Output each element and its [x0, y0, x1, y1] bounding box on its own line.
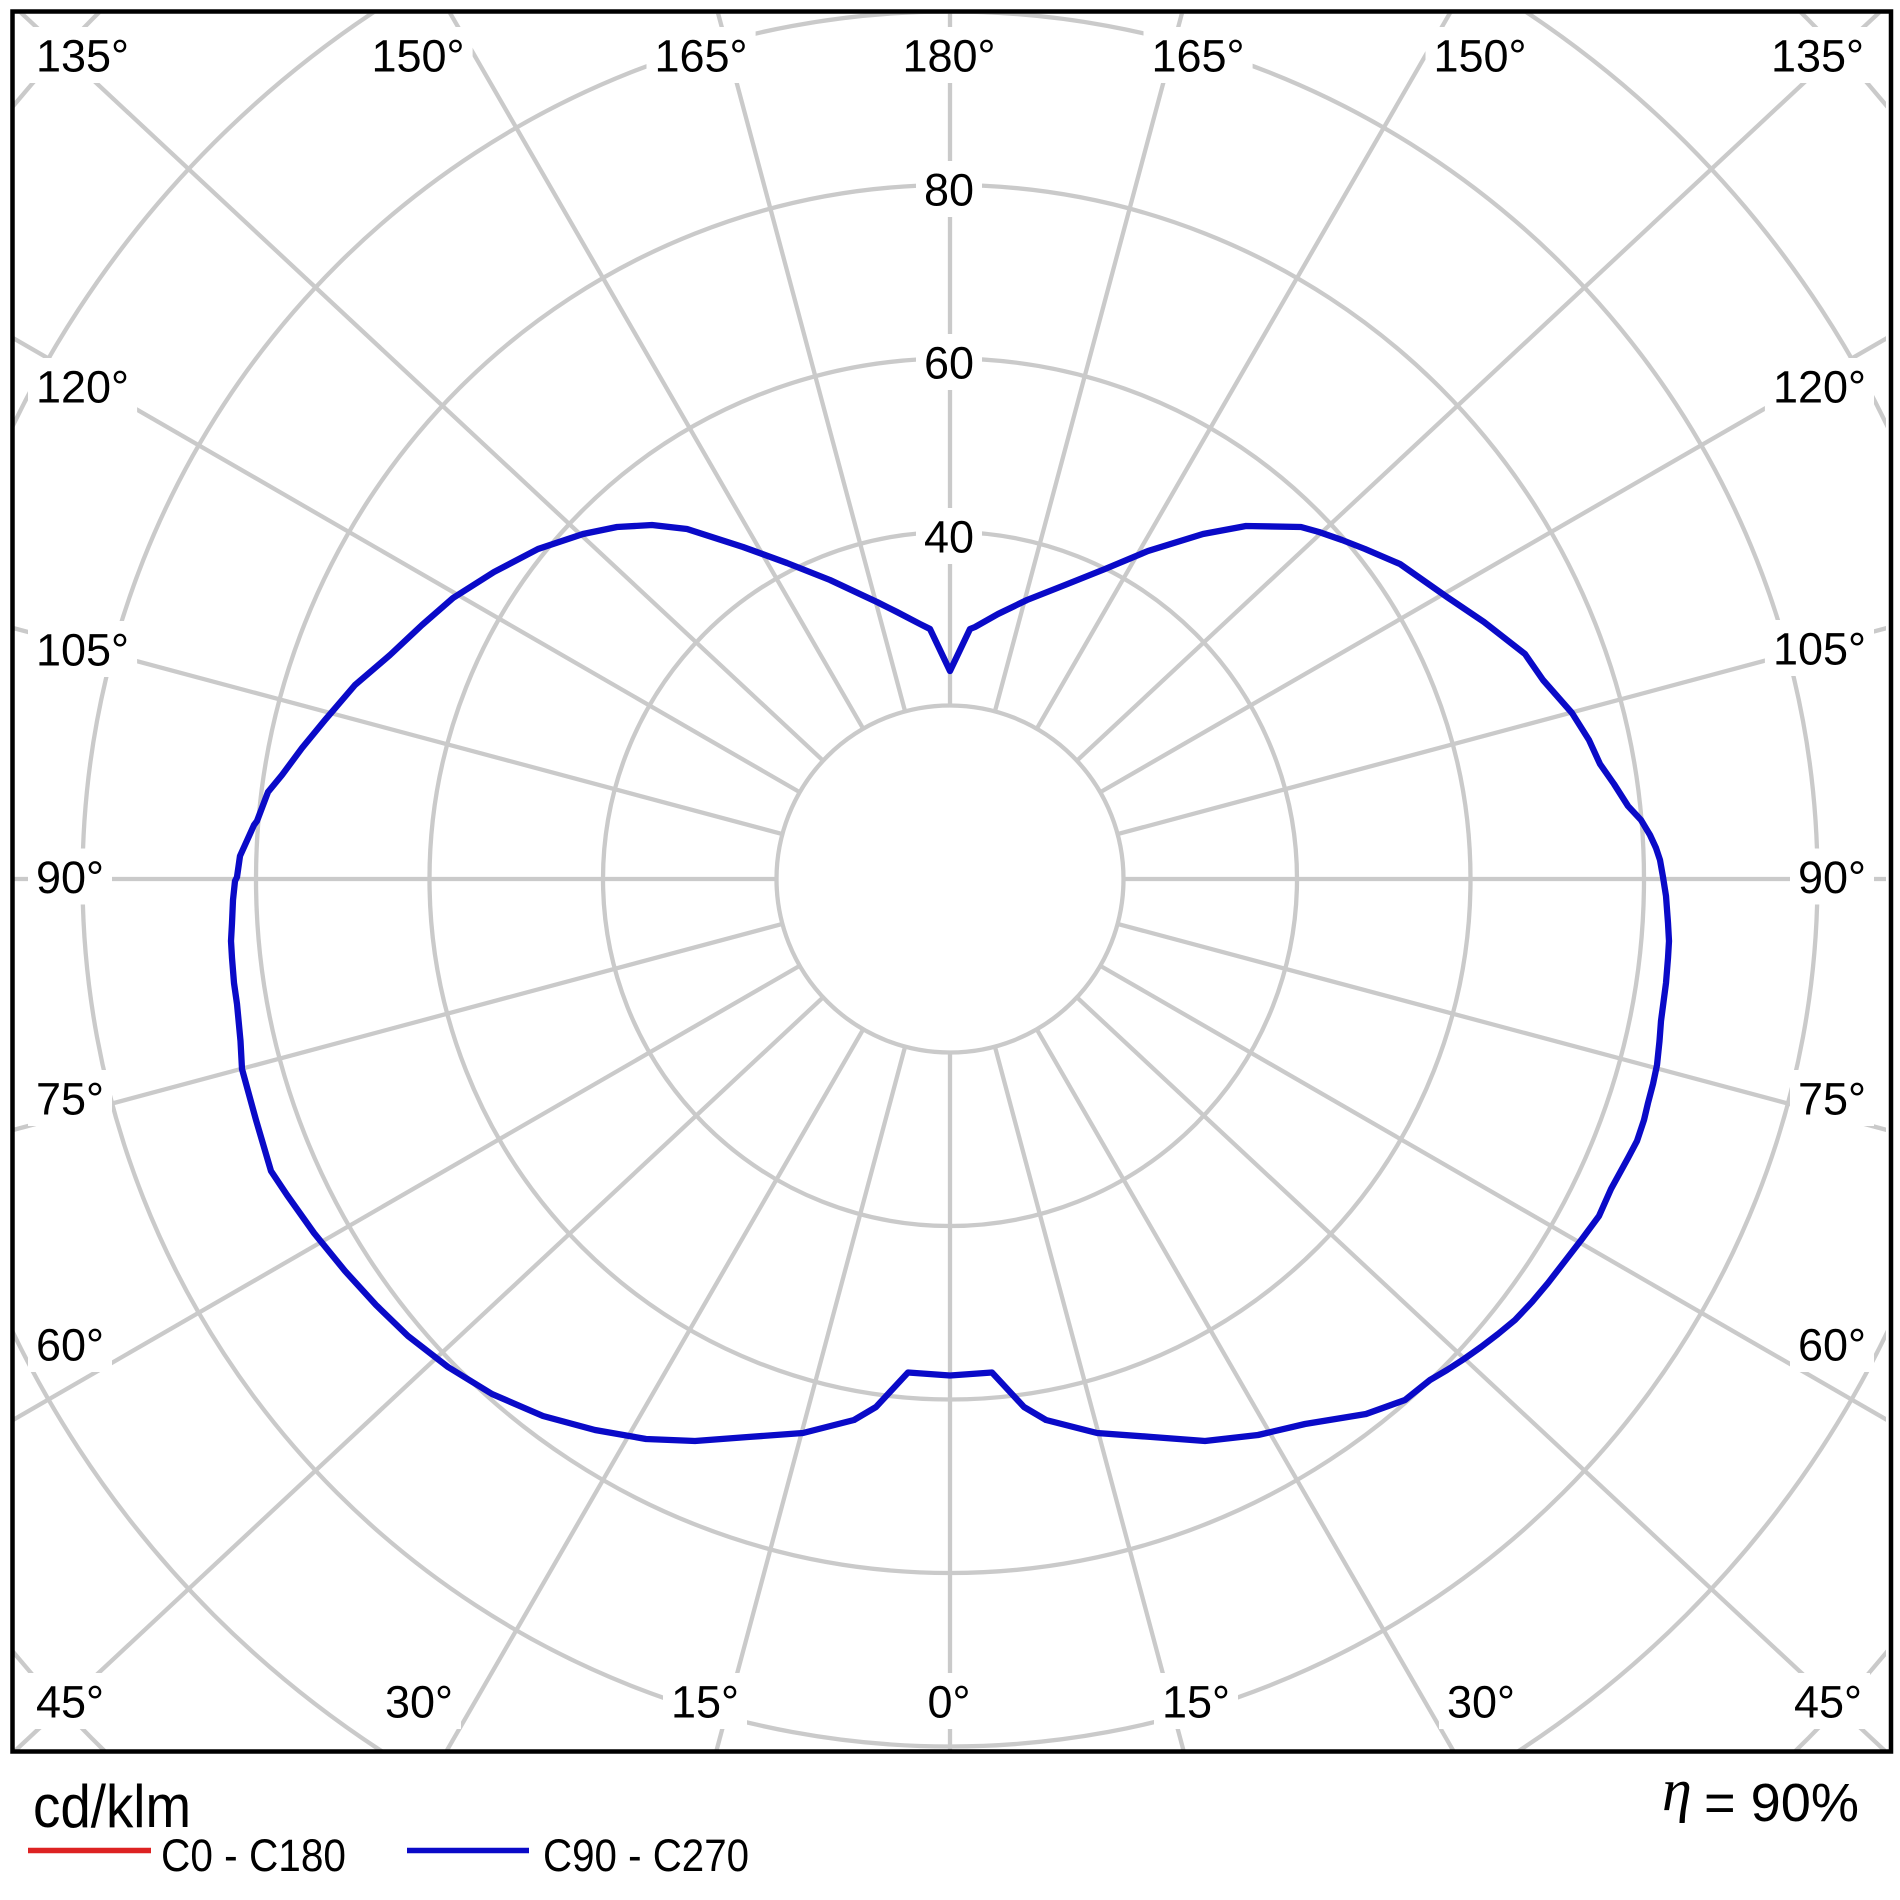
svg-text:60: 60	[924, 337, 974, 388]
svg-text:135°: 135°	[1771, 30, 1864, 81]
svg-text:150°: 150°	[371, 30, 464, 81]
svg-text:30°: 30°	[1447, 1676, 1515, 1727]
svg-text:80: 80	[924, 164, 974, 215]
svg-text:15°: 15°	[1162, 1676, 1230, 1727]
svg-text:120°: 120°	[1773, 361, 1866, 412]
svg-text:0°: 0°	[927, 1676, 970, 1727]
svg-text:135°: 135°	[36, 30, 129, 81]
svg-text:120°: 120°	[36, 361, 129, 412]
svg-text:C0 - C180: C0 - C180	[161, 1830, 346, 1881]
svg-text:60°: 60°	[1798, 1319, 1866, 1370]
svg-text:105°: 105°	[1773, 623, 1866, 674]
svg-text:105°: 105°	[36, 624, 129, 675]
svg-text:90°: 90°	[36, 852, 104, 903]
svg-text:165°: 165°	[1151, 30, 1244, 81]
svg-text:30°: 30°	[385, 1676, 453, 1727]
svg-text:45°: 45°	[36, 1676, 104, 1727]
svg-text:150°: 150°	[1433, 30, 1526, 81]
svg-text:15°: 15°	[671, 1676, 739, 1727]
svg-text:165°: 165°	[654, 30, 747, 81]
svg-text:180°: 180°	[902, 30, 995, 81]
svg-text:cd/klm: cd/klm	[33, 1773, 191, 1840]
svg-text:C90 - C270: C90 - C270	[543, 1830, 749, 1881]
svg-text:90°: 90°	[1798, 852, 1866, 903]
svg-text:45°: 45°	[1794, 1676, 1862, 1727]
svg-text:60°: 60°	[36, 1319, 104, 1370]
svg-text:η: η	[1662, 1757, 1692, 1823]
svg-text:75°: 75°	[36, 1073, 104, 1124]
svg-text:40: 40	[924, 511, 974, 562]
svg-text:= 90%: = 90%	[1704, 1773, 1859, 1833]
svg-text:75°: 75°	[1798, 1073, 1866, 1124]
